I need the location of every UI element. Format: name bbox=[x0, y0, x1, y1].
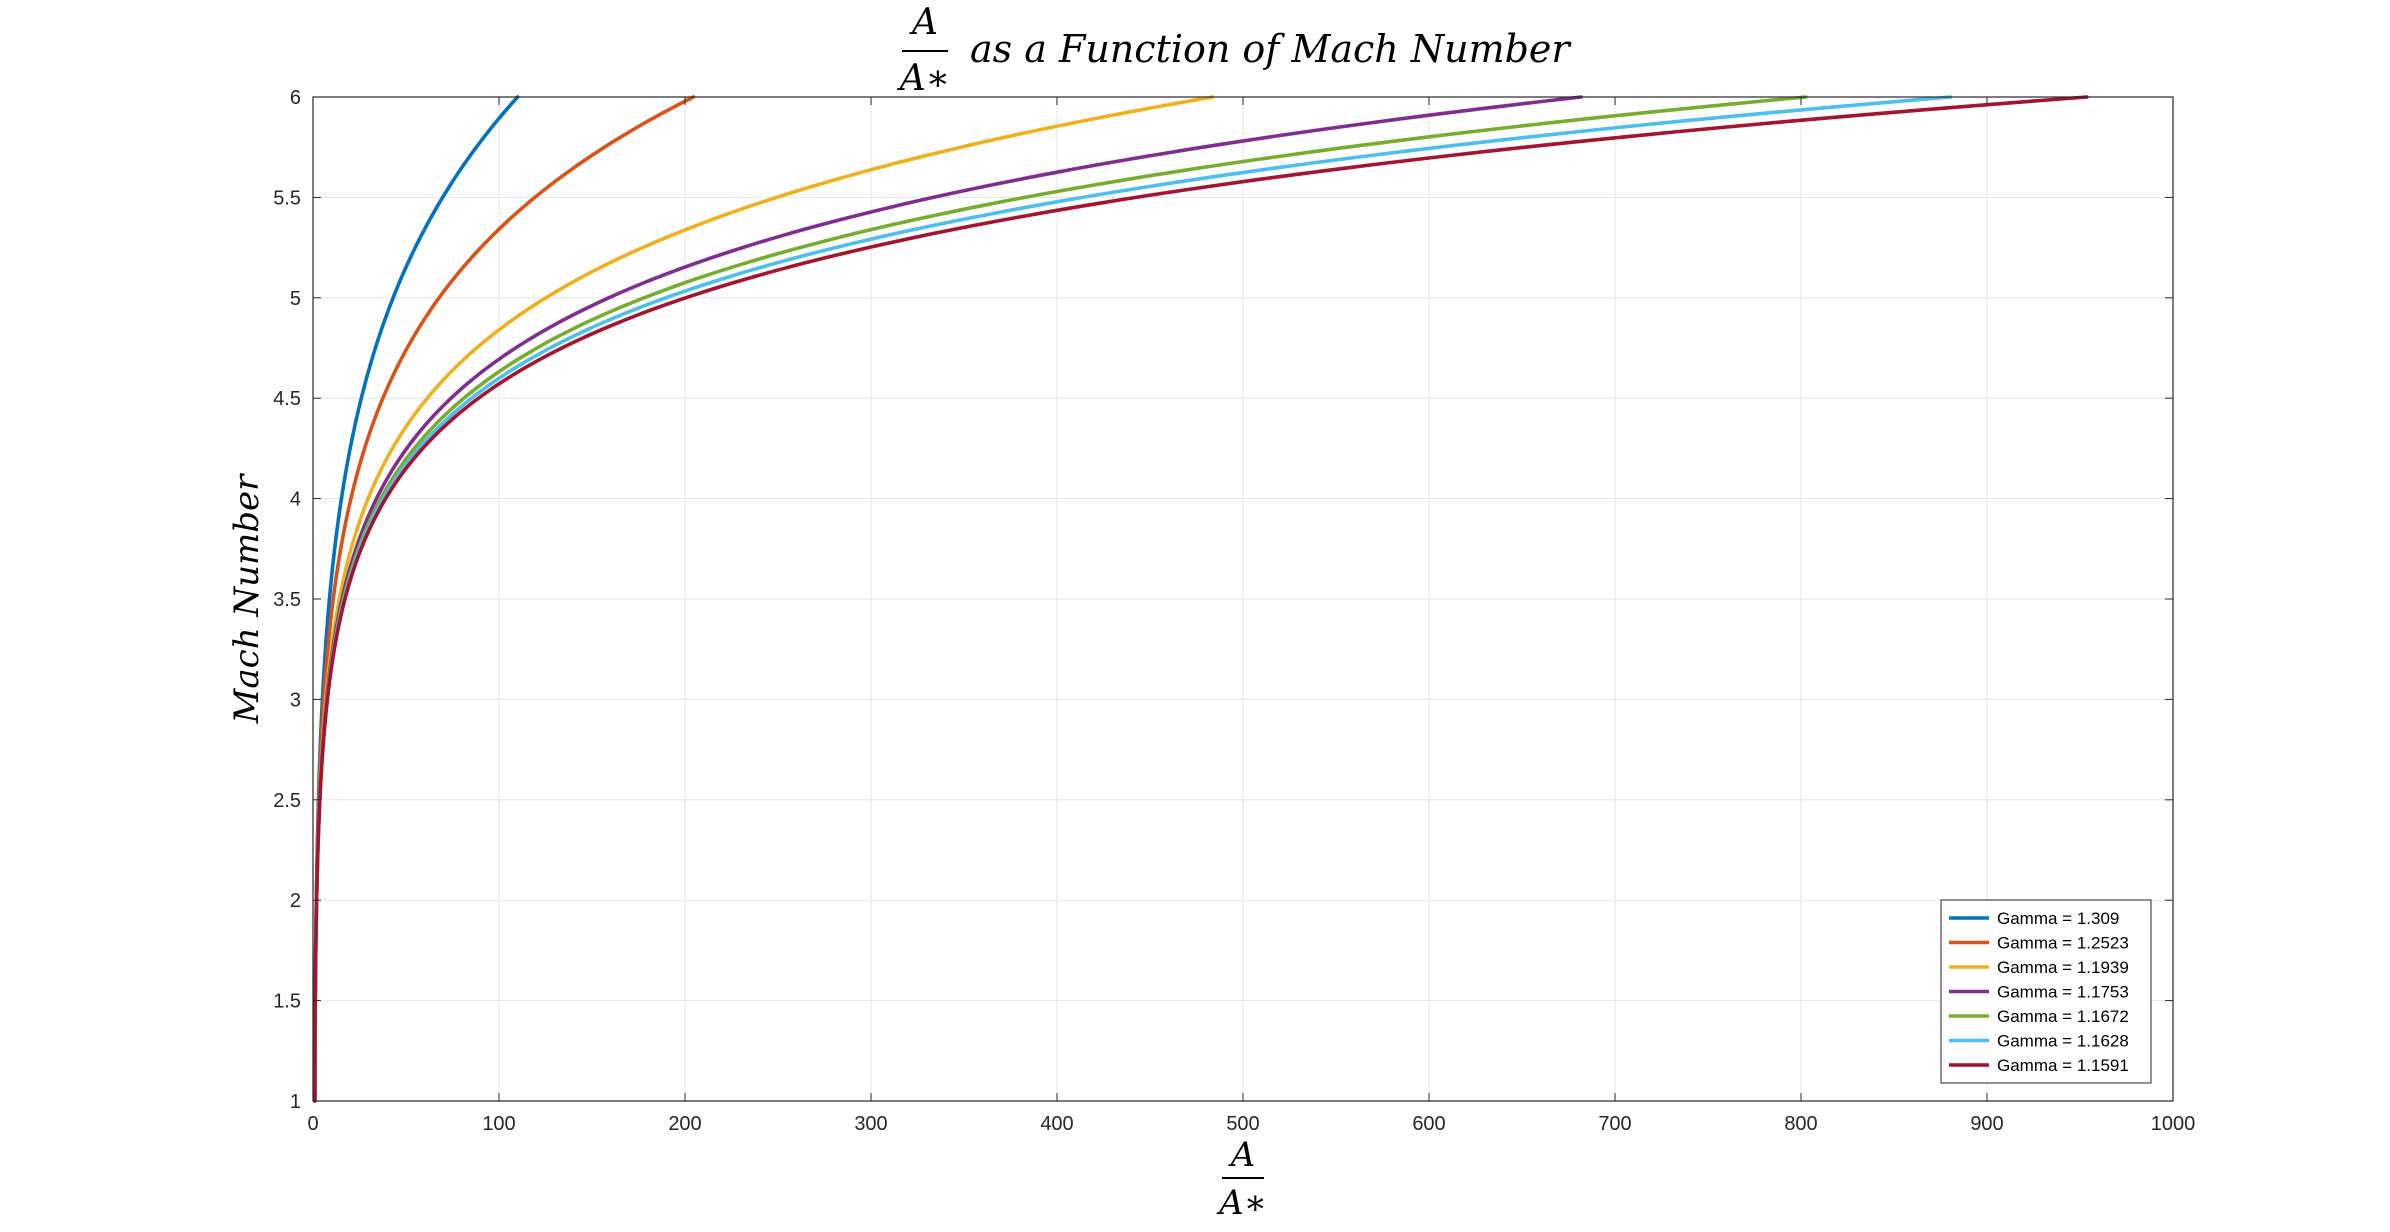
y-tick-label: 1 bbox=[290, 1091, 301, 1113]
legend-entry: Gamma = 1.2523 bbox=[1997, 934, 2129, 953]
axes bbox=[312, 96, 2174, 1102]
y-tick-label: 1.5 bbox=[273, 991, 301, 1013]
title-fraction-denominator: A∗ bbox=[897, 58, 950, 99]
x-tick-label: 400 bbox=[1040, 1113, 1073, 1135]
x-tick-label: 600 bbox=[1412, 1113, 1445, 1135]
chart-title: A A∗ as a Function of Mach Number bbox=[897, 2, 1573, 99]
y-axis-label: Mach Number bbox=[227, 473, 267, 725]
x-tick-label: 1000 bbox=[2151, 1113, 2196, 1135]
x-tick-label: 100 bbox=[482, 1113, 515, 1135]
legend-entry: Gamma = 1.1672 bbox=[1997, 1007, 2129, 1026]
legend-entry: Gamma = 1.309 bbox=[1997, 909, 2119, 928]
y-tick-label: 2 bbox=[290, 890, 301, 912]
y-tick-label: 3.5 bbox=[273, 589, 301, 611]
title-fraction-numerator: A bbox=[909, 2, 938, 43]
series-line-7 bbox=[313, 95, 2089, 1103]
x-tick-label: 0 bbox=[307, 1113, 318, 1135]
legend-entry: Gamma = 1.1628 bbox=[1997, 1032, 2129, 1051]
x-axis-label: A A∗ bbox=[1216, 1135, 1267, 1223]
y-tick-label: 2.5 bbox=[273, 790, 301, 812]
legend-entry: Gamma = 1.1591 bbox=[1997, 1056, 2129, 1075]
series-lines bbox=[313, 95, 2089, 1103]
y-tick-label: 4.5 bbox=[273, 388, 301, 410]
title-text: as a Function of Mach Number bbox=[970, 27, 1572, 71]
x-tick-label: 500 bbox=[1226, 1113, 1259, 1135]
xlabel-numerator: A bbox=[1228, 1135, 1256, 1175]
y-tick-label: 3 bbox=[290, 689, 301, 711]
legend-entry: Gamma = 1.1753 bbox=[1997, 983, 2129, 1002]
grid bbox=[313, 97, 2173, 1101]
x-tick-label: 700 bbox=[1598, 1113, 1631, 1135]
y-tick-label: 4 bbox=[290, 489, 301, 511]
x-tick-label: 200 bbox=[668, 1113, 701, 1135]
x-tick-label: 900 bbox=[1970, 1113, 2003, 1135]
axes-box bbox=[312, 96, 2174, 1102]
x-tick-label: 800 bbox=[1784, 1113, 1817, 1135]
y-tick-label: 5 bbox=[290, 288, 301, 310]
y-tick-label: 6 bbox=[290, 87, 301, 109]
tick-labels: 0 100 200 300 400 500 600 700 800 900 1000 1 1.5 2 2.5… bbox=[273, 87, 2195, 1135]
x-tick-label: 300 bbox=[854, 1113, 887, 1135]
xlabel-denominator: A∗ bbox=[1216, 1183, 1267, 1223]
legend-entry: Gamma = 1.1939 bbox=[1997, 958, 2129, 977]
legend: Gamma = 1.309 Gamma = 1.2523 Gamma = 1.193… bbox=[1940, 899, 2152, 1084]
y-tick-label: 5.5 bbox=[273, 187, 301, 209]
